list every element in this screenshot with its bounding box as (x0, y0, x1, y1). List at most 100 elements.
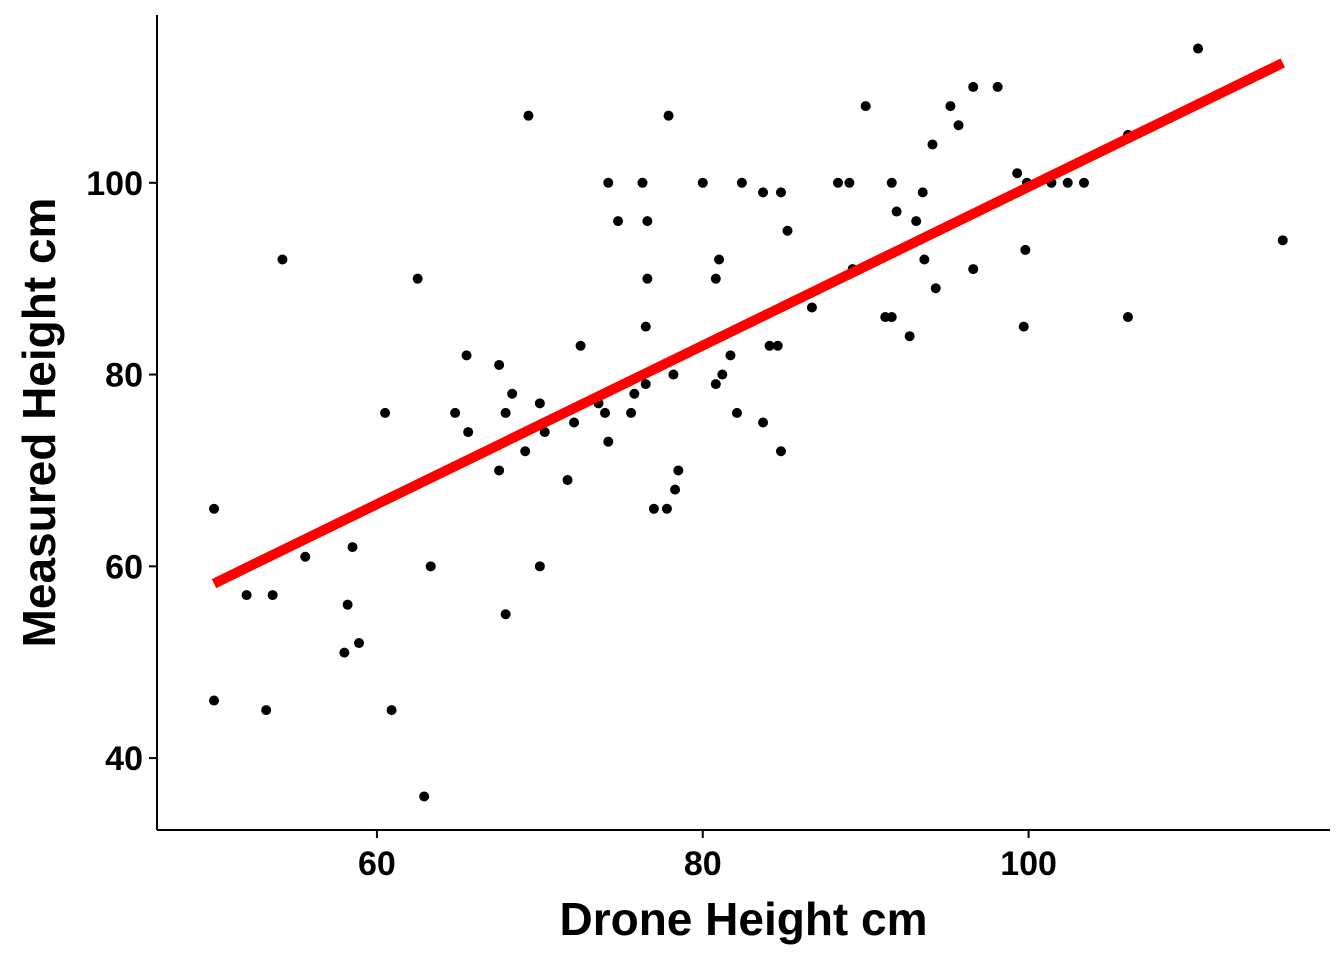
data-point (342, 599, 353, 610)
data-point (782, 225, 793, 236)
data-point (917, 187, 928, 198)
data-point (725, 350, 736, 361)
data-point (494, 359, 505, 370)
y-axis: 40 60 80 100 (86, 15, 158, 830)
data-point (1193, 43, 1204, 54)
data-point (339, 647, 350, 658)
data-point (758, 187, 769, 198)
data-point (668, 369, 679, 380)
data-point (354, 638, 365, 649)
data-point (968, 264, 979, 275)
x-tick-label: 80 (684, 845, 722, 883)
data-point (640, 379, 651, 390)
data-point (1018, 321, 1029, 332)
data-point (626, 407, 637, 418)
data-point (461, 350, 472, 361)
data-point (775, 446, 786, 457)
data-point (860, 101, 871, 112)
data-point (930, 283, 941, 294)
regression-line (211, 58, 1285, 589)
data-point (603, 177, 614, 188)
data-point (673, 465, 684, 476)
data-point (904, 331, 915, 342)
data-point (731, 407, 742, 418)
data-point (772, 340, 783, 351)
data-point (1062, 177, 1073, 188)
y-tick-label: 100 (86, 165, 143, 203)
data-point (911, 216, 922, 227)
data-point (886, 177, 897, 188)
data-point (697, 177, 708, 188)
data-point (661, 503, 672, 514)
data-point (968, 81, 979, 92)
data-point (1012, 168, 1023, 179)
data-point (507, 388, 518, 399)
data-point (347, 542, 358, 553)
x-tick-label: 60 (358, 845, 396, 883)
data-point (534, 561, 545, 572)
data-point (209, 503, 220, 514)
data-point (534, 398, 545, 409)
data-point (241, 590, 252, 601)
data-point (569, 417, 580, 428)
data-point (945, 101, 956, 112)
x-tick-label: 100 (1000, 845, 1057, 883)
data-point (412, 273, 423, 284)
data-point (463, 427, 474, 438)
data-point (642, 216, 653, 227)
data-point (1078, 177, 1089, 188)
data-point (450, 407, 461, 418)
data-point (539, 427, 550, 438)
data-point (764, 340, 775, 351)
data-point (717, 369, 728, 380)
data-point (637, 177, 648, 188)
data-point (629, 388, 640, 399)
data-point (714, 254, 725, 265)
y-tick-label: 80 (105, 357, 143, 395)
data-point (736, 177, 747, 188)
data-point (267, 590, 278, 601)
data-point (710, 273, 721, 284)
data-point (663, 110, 674, 121)
y-tick-label: 40 (105, 740, 143, 778)
data-point (562, 475, 573, 486)
data-point (209, 695, 220, 706)
y-axis-title: Measured Height cm (13, 198, 65, 648)
data-point (640, 321, 651, 332)
data-point (494, 465, 505, 476)
data-points (209, 43, 1288, 802)
data-point (300, 551, 311, 562)
data-point (603, 436, 614, 447)
data-point (425, 561, 436, 572)
data-point (1122, 312, 1133, 323)
data-point (758, 417, 769, 428)
data-point (670, 484, 681, 495)
data-point (575, 340, 586, 351)
data-point (832, 177, 843, 188)
data-point (419, 791, 430, 802)
data-point (613, 216, 624, 227)
x-axis: 60 80 100 (157, 829, 1330, 883)
data-point (648, 503, 659, 514)
data-point (642, 273, 653, 284)
data-point (500, 407, 511, 418)
data-point (927, 139, 938, 150)
data-point (891, 206, 902, 217)
data-point (600, 407, 611, 418)
data-point (380, 407, 391, 418)
data-point (710, 379, 721, 390)
data-point (277, 254, 288, 265)
data-point (386, 705, 397, 716)
data-point (844, 177, 855, 188)
data-point (500, 609, 511, 620)
data-point (520, 446, 531, 457)
fit-line-group (211, 58, 1285, 589)
data-point (523, 110, 534, 121)
x-axis-title: Drone Height cm (559, 893, 927, 945)
data-point (919, 254, 930, 265)
data-point (992, 81, 1003, 92)
data-point (261, 705, 272, 716)
data-point (953, 120, 964, 131)
y-tick-label: 60 (105, 548, 143, 586)
